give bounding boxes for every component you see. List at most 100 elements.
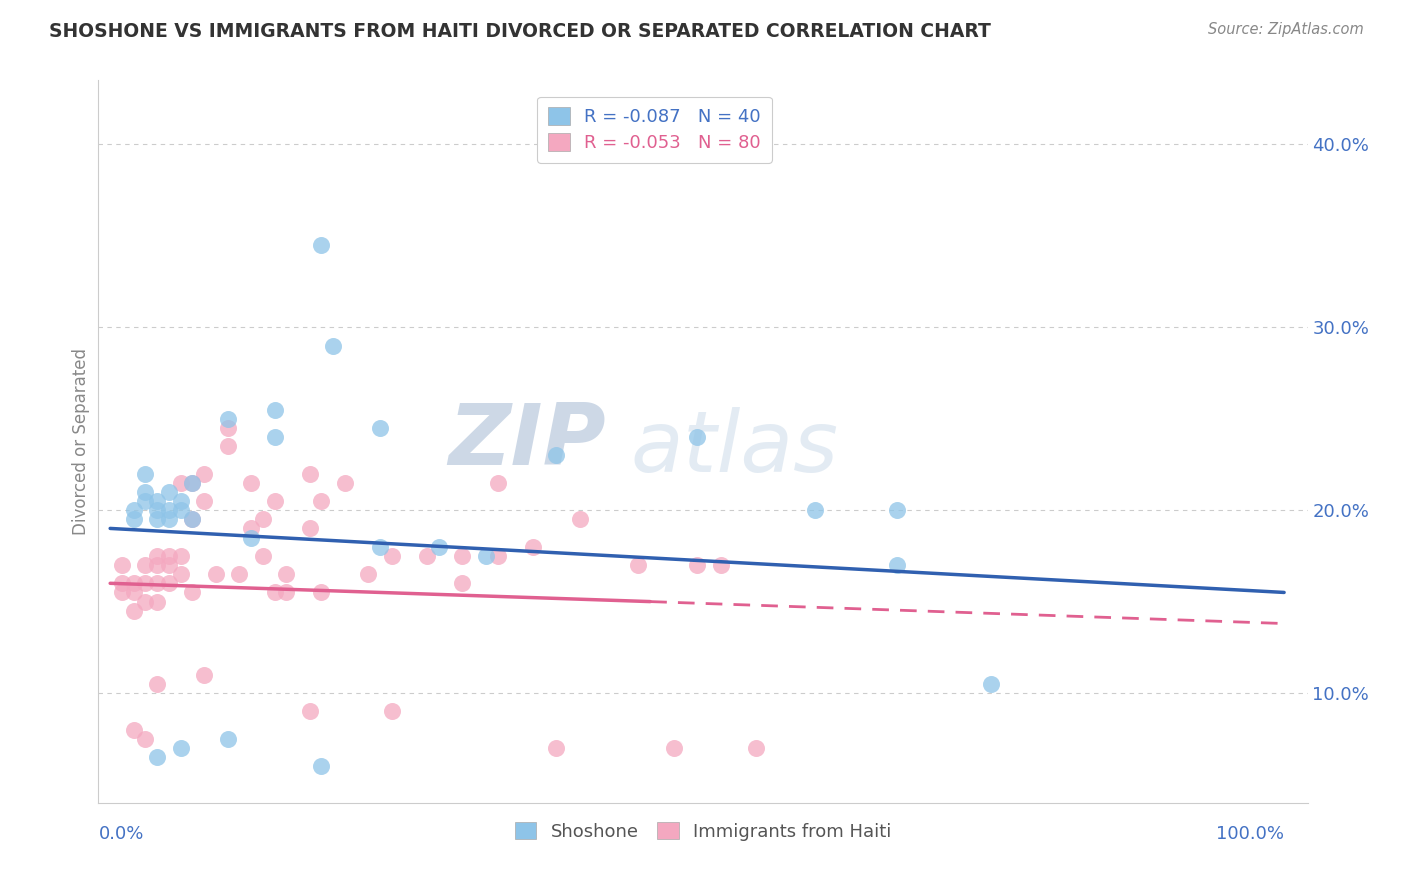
Point	[263, 402, 285, 417]
Point	[134, 494, 156, 508]
Point	[217, 439, 239, 453]
Point	[240, 475, 263, 490]
Point	[181, 585, 204, 599]
Point	[134, 558, 156, 572]
Text: SHOSHONE VS IMMIGRANTS FROM HAITI DIVORCED OR SEPARATED CORRELATION CHART: SHOSHONE VS IMMIGRANTS FROM HAITI DIVORC…	[49, 22, 991, 41]
Point	[886, 503, 908, 517]
Text: 100.0%: 100.0%	[1216, 825, 1284, 843]
Point	[146, 594, 169, 608]
Point	[252, 512, 274, 526]
Point	[263, 430, 285, 444]
Point	[686, 430, 709, 444]
Point	[169, 549, 191, 563]
Point	[122, 503, 145, 517]
Point	[333, 475, 356, 490]
Point	[886, 558, 908, 572]
Point	[111, 585, 134, 599]
Point	[181, 475, 204, 490]
Point	[181, 512, 204, 526]
Point	[169, 740, 191, 755]
Y-axis label: Divorced or Separated: Divorced or Separated	[72, 348, 90, 535]
Point	[134, 576, 156, 591]
Legend: Shoshone, Immigrants from Haiti: Shoshone, Immigrants from Haiti	[508, 814, 898, 848]
Point	[298, 704, 321, 718]
Point	[111, 558, 134, 572]
Point	[122, 576, 145, 591]
Point	[157, 484, 180, 499]
Text: 0.0%: 0.0%	[98, 825, 143, 843]
Point	[322, 338, 344, 352]
Point	[217, 421, 239, 435]
Point	[710, 558, 733, 572]
Point	[662, 740, 685, 755]
Point	[169, 494, 191, 508]
Point	[803, 503, 825, 517]
Point	[146, 750, 169, 764]
Point	[381, 704, 404, 718]
Point	[146, 558, 169, 572]
Point	[157, 558, 180, 572]
Point	[627, 558, 650, 572]
Point	[546, 448, 568, 462]
Point	[146, 576, 169, 591]
Point	[263, 585, 285, 599]
Point	[240, 531, 263, 545]
Point	[157, 549, 180, 563]
Point	[146, 494, 169, 508]
Point	[368, 421, 391, 435]
Point	[522, 540, 544, 554]
Point	[122, 604, 145, 618]
Point	[546, 740, 568, 755]
Point	[122, 723, 145, 737]
Text: Source: ZipAtlas.com: Source: ZipAtlas.com	[1208, 22, 1364, 37]
Point	[122, 585, 145, 599]
Point	[193, 467, 215, 481]
Point	[193, 667, 215, 681]
Point	[252, 549, 274, 563]
Point	[451, 576, 474, 591]
Text: ZIP: ZIP	[449, 400, 606, 483]
Point	[311, 238, 333, 252]
Text: atlas: atlas	[630, 408, 838, 491]
Point	[134, 731, 156, 746]
Point	[311, 494, 333, 508]
Point	[311, 759, 333, 773]
Point	[486, 549, 509, 563]
Point	[486, 475, 509, 490]
Point	[980, 677, 1002, 691]
Point	[427, 540, 450, 554]
Point	[475, 549, 498, 563]
Point	[169, 567, 191, 582]
Point	[134, 484, 156, 499]
Point	[146, 677, 169, 691]
Point	[204, 567, 226, 582]
Point	[122, 512, 145, 526]
Point	[298, 521, 321, 535]
Point	[745, 740, 768, 755]
Point	[157, 512, 180, 526]
Point	[157, 576, 180, 591]
Point	[169, 503, 191, 517]
Point	[181, 475, 204, 490]
Point	[568, 512, 591, 526]
Point	[686, 558, 709, 572]
Point	[217, 411, 239, 425]
Point	[111, 576, 134, 591]
Point	[134, 467, 156, 481]
Point	[298, 467, 321, 481]
Point	[276, 585, 298, 599]
Point	[263, 494, 285, 508]
Point	[134, 594, 156, 608]
Point	[451, 549, 474, 563]
Point	[240, 521, 263, 535]
Point	[416, 549, 439, 563]
Point	[368, 540, 391, 554]
Point	[217, 731, 239, 746]
Point	[193, 494, 215, 508]
Point	[276, 567, 298, 582]
Point	[311, 585, 333, 599]
Point	[381, 549, 404, 563]
Point	[157, 503, 180, 517]
Point	[146, 549, 169, 563]
Point	[357, 567, 380, 582]
